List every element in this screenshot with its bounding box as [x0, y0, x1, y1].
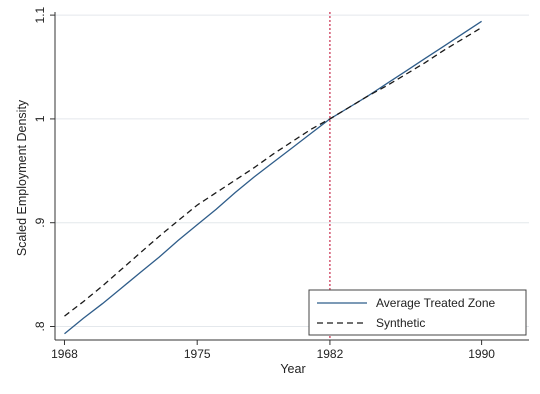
x-axis-title: Year	[280, 362, 305, 376]
legend-label-0: Average Treated Zone	[376, 296, 496, 310]
y-axis-title: Scaled Employment Density	[15, 99, 29, 256]
y-tick-label: .9	[33, 217, 47, 227]
x-tick-label: 1990	[468, 347, 495, 361]
legend-label-1: Synthetic	[376, 316, 425, 330]
legend: Average Treated Zone Synthetic	[308, 289, 527, 336]
legend-box	[308, 289, 527, 336]
series-layer	[64, 20, 482, 335]
series-line-0	[64, 20, 482, 335]
x-tick-label: 1982	[317, 347, 344, 361]
y-tick-label: 1	[33, 115, 47, 122]
x-tick-label: 1975	[184, 347, 211, 361]
y-tick-label: .8	[33, 321, 47, 331]
axes: .8 .9 1 1.1 1968 1975 1982 1990	[33, 6, 529, 361]
x-tick-label: 1968	[51, 347, 78, 361]
y-tick-label: 1.1	[33, 6, 47, 23]
series-line-1	[64, 27, 482, 317]
